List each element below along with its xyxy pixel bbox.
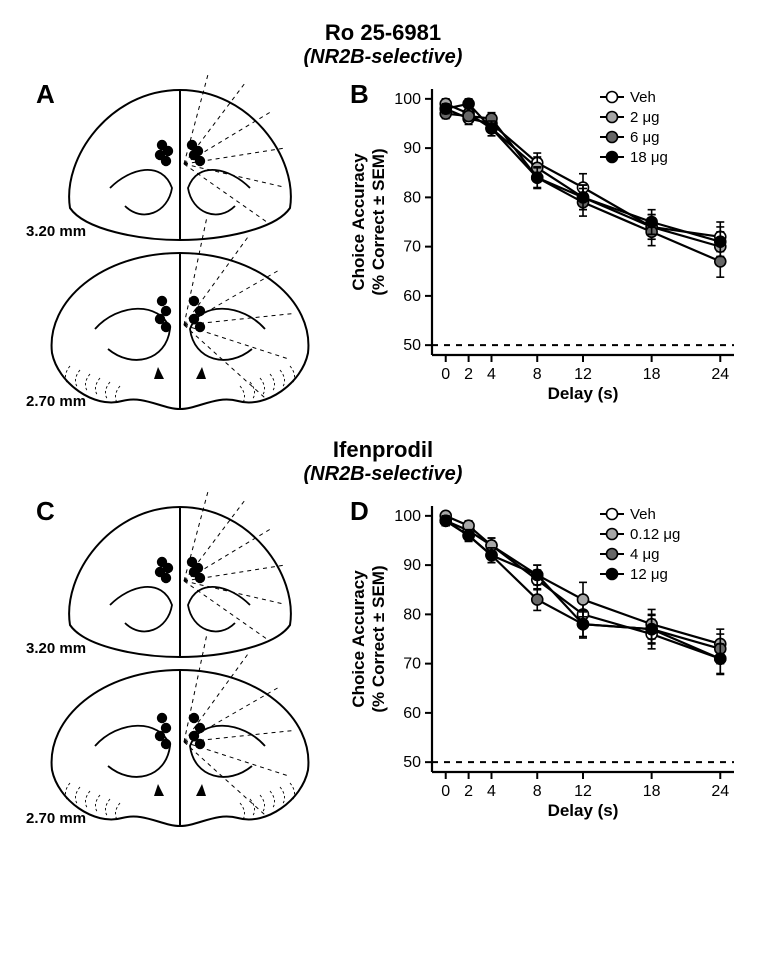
svg-text:50: 50 bbox=[403, 754, 421, 771]
svg-text:2 μg: 2 μg bbox=[630, 109, 660, 126]
bottom-drug-name: Ifenprodil bbox=[20, 437, 746, 463]
svg-text:0: 0 bbox=[441, 366, 450, 383]
svg-text:12: 12 bbox=[574, 366, 592, 383]
svg-text:12: 12 bbox=[574, 783, 592, 800]
panel-D: D 50607080901000248121824Veh0.12 μg4 μg1… bbox=[350, 490, 746, 830]
panel-B-label: B bbox=[350, 79, 369, 110]
panel-B: B 50607080901000248121824Veh2 μg6 μg18 μ… bbox=[350, 73, 746, 413]
svg-text:80: 80 bbox=[403, 606, 421, 623]
svg-text:Choice Accuracy: Choice Accuracy bbox=[350, 570, 368, 708]
bottom-row: C 3.20 mm 2.70 mm D 50607080901000248121… bbox=[20, 490, 746, 830]
svg-text:0.12 μg: 0.12 μg bbox=[630, 526, 680, 543]
top-drug-selectivity: (NR2B-selective) bbox=[20, 46, 746, 69]
panel-C-coord-lower: 2.70 mm bbox=[26, 810, 86, 827]
svg-text:0: 0 bbox=[441, 783, 450, 800]
panel-C: C 3.20 mm 2.70 mm bbox=[20, 490, 350, 830]
svg-text:90: 90 bbox=[403, 140, 421, 157]
svg-text:8: 8 bbox=[533, 783, 542, 800]
bottom-drug-title: Ifenprodil (NR2B-selective) bbox=[20, 437, 746, 486]
svg-text:Veh: Veh bbox=[630, 506, 656, 523]
svg-text:18: 18 bbox=[643, 783, 661, 800]
svg-text:(% Correct ± SEM): (% Correct ± SEM) bbox=[369, 148, 388, 295]
svg-text:90: 90 bbox=[403, 557, 421, 574]
panel-A: A 3.20 mm 2.70 mm bbox=[20, 73, 350, 413]
svg-text:4 μg: 4 μg bbox=[630, 546, 660, 563]
panel-A-brain-diagrams: 3.20 mm 2.70 mm bbox=[20, 73, 350, 413]
svg-text:4: 4 bbox=[487, 783, 496, 800]
svg-text:60: 60 bbox=[403, 705, 421, 722]
bottom-drug-selectivity: (NR2B-selective) bbox=[20, 463, 746, 486]
panel-A-coord-lower: 2.70 mm bbox=[26, 393, 86, 410]
panel-D-label: D bbox=[350, 496, 369, 527]
top-row: A 3.20 mm 2.70 mm B 50607080901000248121… bbox=[20, 73, 746, 413]
svg-text:Veh: Veh bbox=[630, 89, 656, 106]
svg-text:8: 8 bbox=[533, 366, 542, 383]
panel-D-chart: 50607080901000248121824Veh0.12 μg4 μg12 … bbox=[350, 490, 746, 830]
top-drug-title: Ro 25-6981 (NR2B-selective) bbox=[20, 20, 746, 69]
svg-text:Delay (s): Delay (s) bbox=[548, 384, 619, 403]
top-drug-name: Ro 25-6981 bbox=[20, 20, 746, 46]
svg-text:60: 60 bbox=[403, 288, 421, 305]
svg-text:70: 70 bbox=[403, 656, 421, 673]
svg-text:Choice Accuracy: Choice Accuracy bbox=[350, 153, 368, 291]
svg-text:24: 24 bbox=[711, 783, 729, 800]
brain-svg-A bbox=[20, 73, 350, 413]
svg-text:18: 18 bbox=[643, 366, 661, 383]
svg-text:(% Correct ± SEM): (% Correct ± SEM) bbox=[369, 565, 388, 712]
svg-text:80: 80 bbox=[403, 189, 421, 206]
svg-text:100: 100 bbox=[394, 508, 421, 525]
panel-C-brain-diagrams: 3.20 mm 2.70 mm bbox=[20, 490, 350, 830]
svg-text:2: 2 bbox=[464, 366, 473, 383]
svg-text:100: 100 bbox=[394, 91, 421, 108]
panel-C-coord-upper: 3.20 mm bbox=[26, 640, 86, 657]
svg-text:18 μg: 18 μg bbox=[630, 149, 668, 166]
svg-text:12 μg: 12 μg bbox=[630, 566, 668, 583]
svg-text:4: 4 bbox=[487, 366, 496, 383]
panel-A-coord-upper: 3.20 mm bbox=[26, 223, 86, 240]
svg-text:2: 2 bbox=[464, 783, 473, 800]
svg-text:70: 70 bbox=[403, 239, 421, 256]
panel-B-chart: 50607080901000248121824Veh2 μg6 μg18 μgD… bbox=[350, 73, 746, 413]
svg-text:24: 24 bbox=[711, 366, 729, 383]
svg-text:Delay (s): Delay (s) bbox=[548, 801, 619, 820]
svg-text:50: 50 bbox=[403, 337, 421, 354]
svg-text:6 μg: 6 μg bbox=[630, 129, 660, 146]
figure-container: Ro 25-6981 (NR2B-selective) A 3.20 mm 2.… bbox=[20, 20, 746, 830]
brain-svg-C bbox=[20, 490, 350, 830]
